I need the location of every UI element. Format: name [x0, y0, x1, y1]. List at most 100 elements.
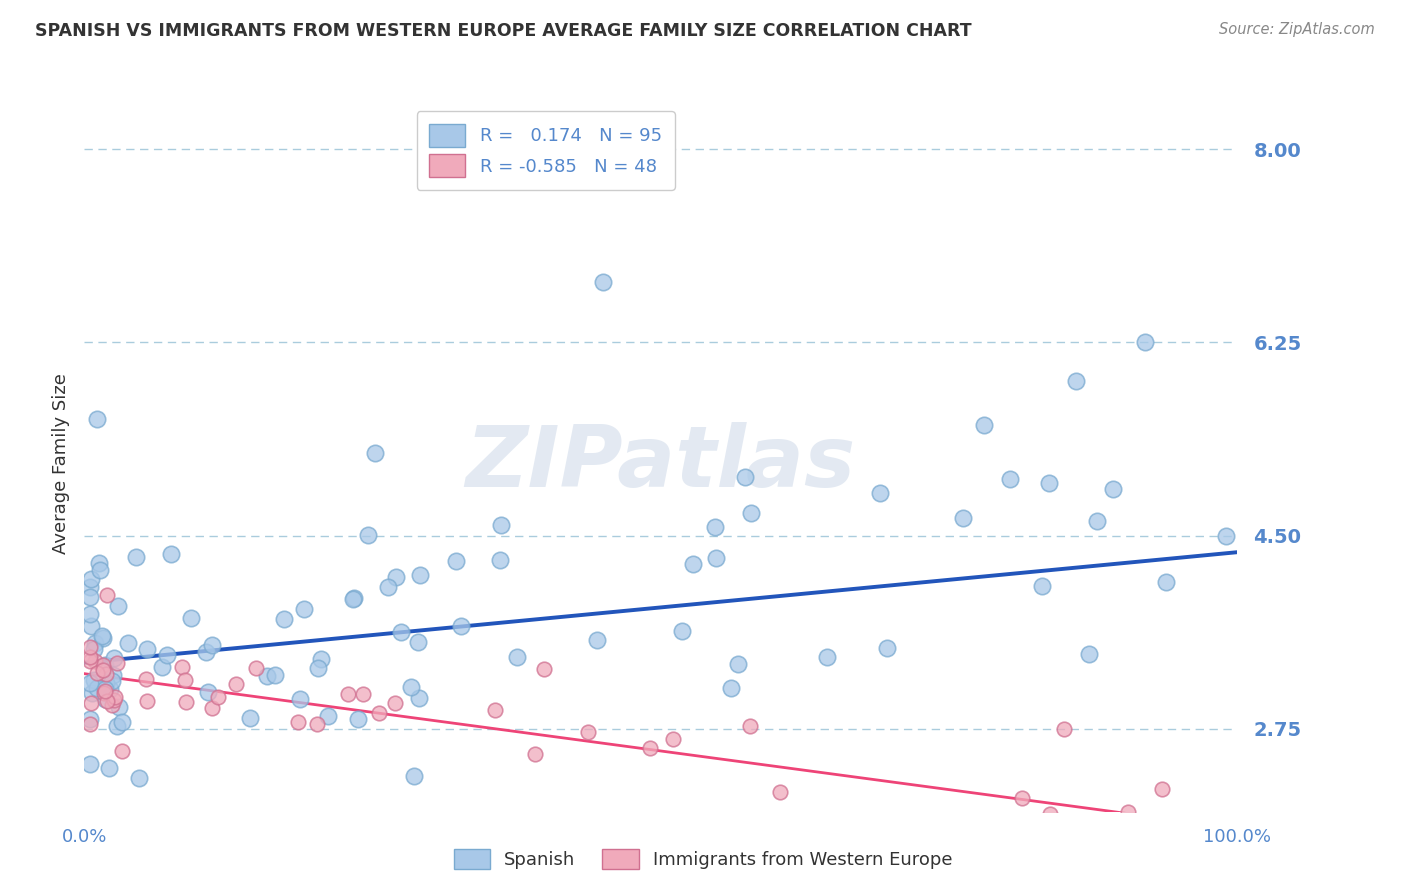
Point	[385, 570, 408, 584]
Point	[592, 275, 614, 289]
Point	[103, 693, 125, 707]
Point	[91, 632, 114, 646]
Point	[484, 703, 506, 717]
Point	[105, 656, 128, 670]
Point	[727, 657, 749, 671]
Point	[100, 698, 122, 713]
Point	[290, 692, 312, 706]
Point	[533, 662, 555, 676]
Point	[1039, 806, 1062, 821]
Point	[93, 663, 115, 677]
Point	[117, 636, 139, 650]
Point	[86, 665, 108, 680]
Point	[125, 549, 148, 564]
Point	[107, 699, 129, 714]
Legend: R =   0.174   N = 95, R = -0.585   N = 48: R = 0.174 N = 95, R = -0.585 N = 48	[416, 112, 675, 190]
Text: Source: ZipAtlas.com: Source: ZipAtlas.com	[1219, 22, 1375, 37]
Point	[346, 712, 368, 726]
Point	[97, 761, 120, 775]
Point	[384, 696, 406, 710]
Point	[91, 629, 114, 643]
Point	[89, 563, 111, 577]
Point	[307, 661, 329, 675]
Point	[91, 657, 114, 672]
Point	[342, 592, 364, 607]
Point	[94, 683, 117, 698]
Point	[83, 636, 105, 650]
Point	[869, 486, 891, 500]
Point	[720, 681, 742, 696]
Point	[998, 472, 1021, 486]
Point	[172, 660, 194, 674]
Point	[83, 654, 105, 668]
Point	[1076, 814, 1098, 829]
Point	[399, 680, 422, 694]
Point	[79, 756, 101, 771]
Point	[409, 568, 432, 582]
Point	[83, 673, 105, 687]
Point	[377, 580, 399, 594]
Point	[96, 589, 118, 603]
Point	[80, 696, 103, 710]
Point	[287, 714, 309, 729]
Point	[734, 470, 756, 484]
Point	[94, 681, 117, 696]
Point	[105, 718, 128, 732]
Point	[135, 672, 157, 686]
Point	[111, 715, 134, 730]
Point	[98, 681, 121, 696]
Legend: Spanish, Immigrants from Western Europe: Spanish, Immigrants from Western Europe	[444, 839, 962, 879]
Point	[93, 686, 115, 700]
Point	[450, 619, 472, 633]
Point	[389, 625, 412, 640]
Point	[156, 648, 179, 663]
Point	[364, 445, 387, 459]
Point	[1102, 482, 1125, 496]
Text: ZIPatlas: ZIPatlas	[465, 422, 856, 506]
Text: SPANISH VS IMMIGRANTS FROM WESTERN EUROPE AVERAGE FAMILY SIZE CORRELATION CHART: SPANISH VS IMMIGRANTS FROM WESTERN EUROP…	[35, 22, 972, 40]
Point	[952, 510, 974, 524]
Point	[174, 673, 197, 688]
Point	[1150, 781, 1173, 796]
Point	[104, 690, 127, 704]
Point	[176, 695, 198, 709]
Point	[973, 418, 995, 433]
Point	[79, 607, 101, 621]
Point	[682, 558, 704, 572]
Point	[128, 771, 150, 785]
Point	[79, 640, 101, 655]
Point	[1154, 575, 1177, 590]
Point	[1215, 528, 1237, 542]
Point	[94, 675, 117, 690]
Point	[207, 690, 229, 705]
Point	[79, 717, 101, 731]
Point	[80, 846, 103, 860]
Point	[357, 527, 380, 541]
Point	[86, 412, 108, 426]
Point	[1011, 791, 1033, 805]
Point	[1038, 475, 1060, 490]
Point	[292, 602, 315, 616]
Point	[352, 687, 374, 701]
Point	[94, 692, 117, 706]
Point	[79, 619, 101, 633]
Point	[194, 645, 217, 659]
Point	[662, 732, 685, 747]
Point	[79, 650, 101, 665]
Point	[1064, 374, 1087, 388]
Point	[201, 701, 224, 715]
Point	[86, 681, 108, 695]
Point	[94, 658, 117, 673]
Point	[815, 650, 838, 665]
Point	[640, 740, 662, 755]
Point	[225, 676, 247, 690]
Point	[159, 548, 181, 562]
Point	[316, 709, 339, 723]
Point	[876, 640, 898, 655]
Point	[505, 649, 527, 664]
Point	[238, 711, 260, 725]
Point	[180, 611, 202, 625]
Point	[704, 520, 727, 534]
Point	[89, 556, 111, 570]
Point	[79, 580, 101, 594]
